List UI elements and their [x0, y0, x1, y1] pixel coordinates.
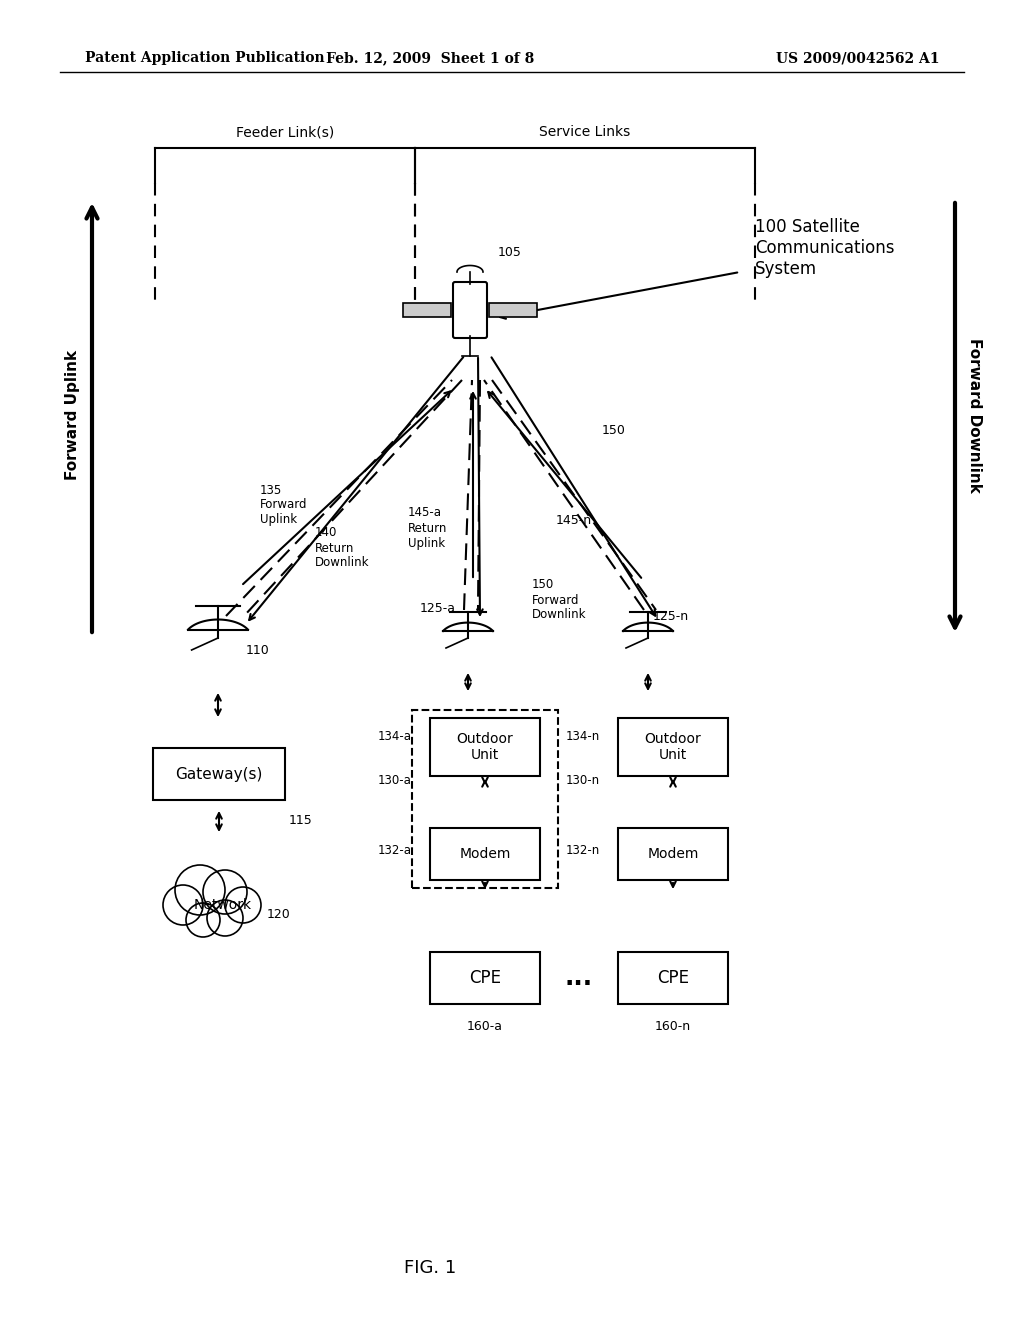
Text: 160-n: 160-n [655, 1019, 691, 1032]
Circle shape [186, 903, 220, 937]
Text: Outdoor
Unit: Outdoor Unit [645, 731, 701, 762]
Circle shape [207, 900, 243, 936]
Text: Outdoor
Unit: Outdoor Unit [457, 731, 513, 762]
Text: 110: 110 [246, 644, 269, 656]
Text: Gateway(s): Gateway(s) [175, 767, 263, 781]
Text: 134-a: 134-a [378, 730, 412, 742]
Bar [412, 710, 558, 888]
Text: FIG. 1: FIG. 1 [403, 1259, 456, 1276]
Text: Patent Application Publication: Patent Application Publication [85, 51, 325, 65]
Text: 145-a
Return
Uplink: 145-a Return Uplink [408, 507, 447, 549]
Circle shape [163, 884, 203, 925]
Text: Network: Network [194, 898, 252, 912]
FancyBboxPatch shape [453, 282, 487, 338]
Text: 150
Forward
Downlink: 150 Forward Downlink [532, 578, 587, 622]
Text: Modem: Modem [647, 847, 698, 861]
Text: 105: 105 [498, 246, 522, 259]
Text: 150: 150 [602, 424, 626, 437]
Text: 134-n: 134-n [566, 730, 600, 742]
Text: Feb. 12, 2009  Sheet 1 of 8: Feb. 12, 2009 Sheet 1 of 8 [326, 51, 535, 65]
Bar [153, 748, 285, 800]
Text: CPE: CPE [469, 969, 501, 987]
Text: 132-n: 132-n [566, 843, 600, 857]
Bar [430, 952, 540, 1005]
Text: 130-n: 130-n [566, 774, 600, 787]
Circle shape [175, 865, 225, 915]
Circle shape [203, 870, 247, 913]
Text: 145-n: 145-n [556, 513, 592, 527]
Text: Forward Uplink: Forward Uplink [66, 350, 81, 480]
Text: Modem: Modem [460, 847, 511, 861]
Text: 120: 120 [267, 908, 291, 921]
Circle shape [225, 887, 261, 923]
Text: 100 Satellite
Communications
System: 100 Satellite Communications System [755, 218, 895, 277]
Bar [430, 718, 540, 776]
Text: CPE: CPE [657, 969, 689, 987]
Text: 130-a: 130-a [378, 774, 412, 787]
Text: Feeder Link(s): Feeder Link(s) [236, 125, 334, 139]
Bar [618, 828, 728, 880]
Text: Service Links: Service Links [540, 125, 631, 139]
Text: 125-n: 125-n [653, 610, 689, 623]
Text: ...: ... [565, 966, 593, 990]
Text: US 2009/0042562 A1: US 2009/0042562 A1 [776, 51, 940, 65]
Text: 160-a: 160-a [467, 1019, 503, 1032]
Text: 140
Return
Downlink: 140 Return Downlink [315, 527, 370, 569]
Text: 125-a: 125-a [420, 602, 456, 615]
Bar [489, 304, 537, 317]
Bar [403, 304, 451, 317]
Text: 132-a: 132-a [378, 843, 412, 857]
Bar [618, 952, 728, 1005]
Bar [618, 718, 728, 776]
Text: Forward Downlink: Forward Downlink [968, 338, 982, 492]
Bar [430, 828, 540, 880]
Text: 115: 115 [289, 813, 312, 826]
Text: 135
Forward
Uplink: 135 Forward Uplink [260, 483, 307, 527]
